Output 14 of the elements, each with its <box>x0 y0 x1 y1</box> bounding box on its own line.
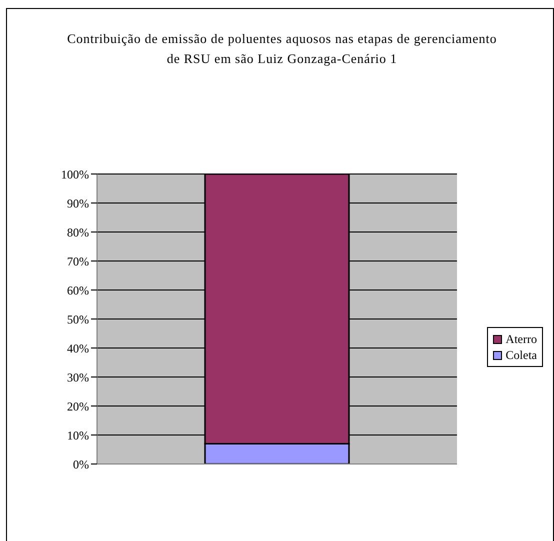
legend-label: Coleta <box>506 347 537 363</box>
y-tick-label: 20% <box>67 399 89 414</box>
y-tick-label: 90% <box>67 196 89 210</box>
y-tick-label: 100% <box>61 167 89 182</box>
legend-label: Aterro <box>506 331 537 347</box>
y-tick-label: 10% <box>67 428 89 442</box>
y-tick-label: 60% <box>67 283 89 298</box>
y-tick-label: 30% <box>67 370 89 384</box>
y-tick-label: 50% <box>67 312 89 326</box>
y-tick-label: 40% <box>67 341 89 356</box>
chart-title: Contribuição de emissão de poluentes aquosos nas etapas de gerenciamento de RSU em são Luiz Gonzaga-Cenário 1 <box>67 30 497 68</box>
y-tick-label: 70% <box>67 254 89 268</box>
y-tick-label: 0% <box>73 457 89 472</box>
y-tick-label: 80% <box>67 225 89 240</box>
